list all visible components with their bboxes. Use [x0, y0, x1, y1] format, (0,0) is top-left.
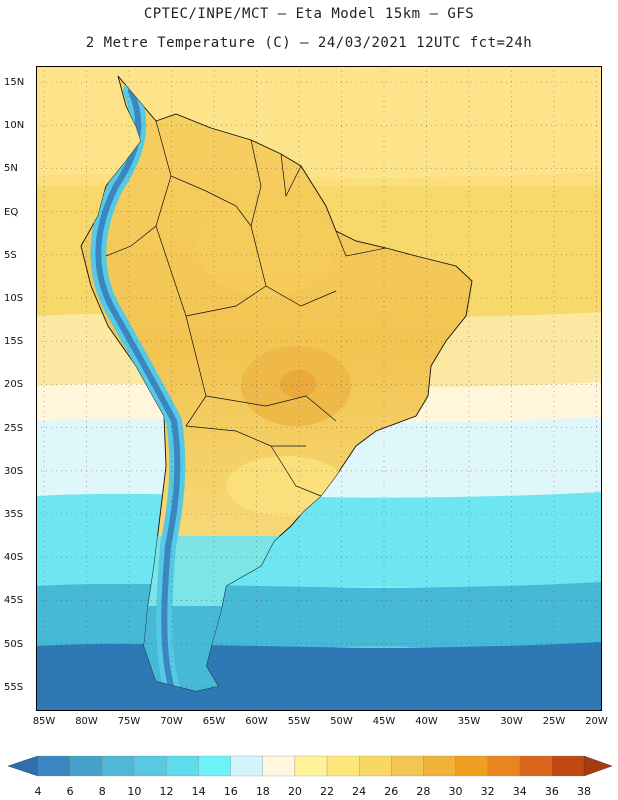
colorbar-swatch — [519, 755, 553, 777]
colorbar-swatch — [326, 755, 360, 777]
colorbar-swatch — [487, 755, 520, 777]
lat-label: 25S — [4, 422, 24, 434]
border-line — [205, 395, 337, 422]
andes-cold-ridge — [90, 83, 186, 691]
lat-label: 5N — [4, 163, 18, 175]
lon-label: 50W — [330, 716, 353, 727]
lon-label: 85W — [32, 716, 56, 727]
colorbar-swatch — [551, 755, 585, 777]
border-line — [270, 445, 322, 497]
colorbar-level-label: 30 — [448, 785, 463, 798]
lon-label: 45W — [372, 716, 396, 727]
lon-label: 80W — [75, 716, 98, 727]
colorbar-level-label: 26 — [384, 785, 399, 798]
lat-label: 45S — [4, 595, 24, 607]
colorbar — [7, 755, 613, 777]
border-line — [185, 425, 306, 447]
colorbar-level-label: 14 — [191, 785, 206, 798]
colorbar-swatch — [134, 755, 167, 777]
colorbar-level-label: 4 — [34, 785, 42, 798]
lat-label: 55S — [4, 681, 24, 693]
colorbar-swatch — [198, 755, 231, 777]
map-canvas — [36, 62, 602, 717]
country-borders — [105, 120, 387, 497]
colorbar-swatch — [69, 755, 103, 777]
border-line — [335, 230, 387, 257]
border-line — [250, 139, 262, 227]
temperature-map — [36, 62, 602, 717]
colorbar-level-label: 38 — [577, 785, 591, 798]
lon-label: 65W — [202, 716, 226, 727]
map-frame — [36, 66, 602, 711]
colorbar-level-label: 8 — [98, 785, 106, 798]
colorbar-high-arrow — [583, 755, 613, 777]
lon-label: 30W — [500, 716, 523, 727]
border-line — [250, 225, 337, 307]
lat-label: 50S — [4, 638, 24, 650]
colorbar-swatch — [455, 755, 488, 777]
lat-label: 35S — [4, 509, 24, 520]
chart-title-line1: CPTEC/INPE/MCT – Eta Model 15km – GFS — [143, 6, 475, 22]
hot-spot — [280, 370, 316, 398]
colorbar-level-label: 20 — [287, 785, 302, 798]
colorbar-level-label: 28 — [416, 785, 431, 798]
colorbar-swatch — [166, 755, 199, 777]
lon-label: 55W — [287, 716, 311, 727]
colorbar-swatch — [230, 755, 263, 777]
ocean-band — [36, 582, 602, 652]
colorbar-level-label: 32 — [480, 785, 495, 798]
lon-label: 35W — [457, 716, 481, 727]
lat-label: 5S — [4, 249, 17, 261]
colorbar-level-label: 18 — [255, 785, 270, 798]
border-line — [185, 285, 267, 317]
ocean-band — [36, 642, 602, 717]
colorbar-level-label: 16 — [223, 785, 238, 798]
lat-label: 10S — [4, 293, 24, 304]
colorbar-level-label: 34 — [512, 785, 527, 798]
colorbar-level-label: 12 — [159, 785, 174, 798]
colorbar-swatch — [37, 755, 71, 777]
lat-label: 20S — [4, 379, 24, 391]
warm-zone — [196, 196, 336, 296]
colorbar-level-label: 10 — [127, 785, 142, 798]
border-line — [280, 153, 302, 198]
colorbar-swatch — [262, 755, 296, 777]
colorbar-swatch — [294, 755, 328, 777]
lat-label: 15N — [4, 77, 25, 88]
lon-label: 60W — [245, 716, 268, 727]
lon-label: 25W — [542, 716, 566, 727]
colorbar-level-label: 6 — [66, 785, 74, 798]
border-line — [155, 225, 207, 427]
lat-label: 40S — [4, 552, 24, 564]
colorbar-swatch — [423, 755, 456, 777]
colorbar-swatch — [359, 755, 392, 777]
ocean-band — [36, 492, 602, 592]
lat-label: EQ — [4, 206, 19, 218]
chart-title-line2: 2 Metre Temperature (C) – 24/03/2021 12U… — [85, 35, 533, 51]
colorbar-swatch — [102, 755, 135, 777]
andes-core — [95, 88, 181, 689]
lon-label: 40W — [415, 716, 438, 727]
lat-label: 30S — [4, 465, 24, 477]
lon-label: 70W — [160, 716, 183, 727]
colorbar-level-label: 24 — [352, 785, 367, 798]
colorbar-level-label: 36 — [544, 785, 559, 798]
lat-label: 15S — [4, 336, 24, 348]
border-line — [105, 175, 172, 257]
colorbar-low-arrow — [7, 755, 39, 777]
lon-label: 75W — [117, 716, 141, 727]
colorbar-swatch — [391, 755, 424, 777]
border-line — [155, 120, 252, 227]
colorbar-level-label: 22 — [320, 785, 335, 798]
lon-label: 20W — [585, 716, 608, 727]
lat-label: 10N — [4, 120, 25, 132]
